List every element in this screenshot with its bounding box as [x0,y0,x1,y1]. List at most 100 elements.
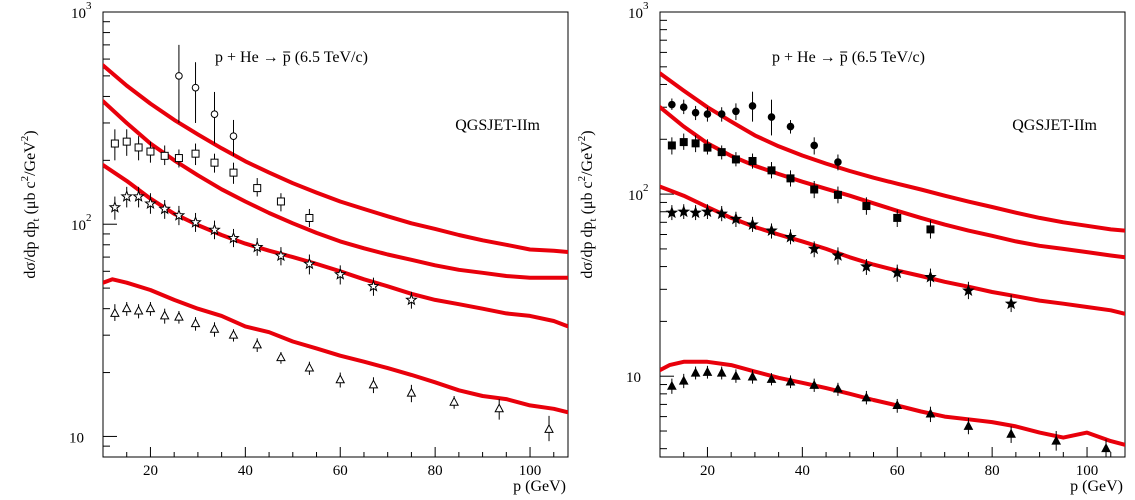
data-point-triangle-filled [892,399,903,410]
reaction-title: p + He → p (6.5 TeV/c) [772,49,925,66]
data-point-square-open [229,168,238,177]
data-point-square-open [305,213,314,222]
x-tick-label: 60 [333,463,348,479]
model-curve-1 [660,71,1125,233]
data-series-3 [108,186,418,309]
data-series-1 [175,44,238,156]
data-series-4 [110,302,554,442]
x-tick-label: 20 [143,463,158,479]
data-point-triangle-filled [716,367,727,377]
data-point-star-filled [765,224,778,236]
data-point-triangle-filled [1101,443,1111,453]
data-point-circle-filled [748,102,757,110]
data-point-triangle-open [133,305,144,315]
data-point-star-open [144,197,157,210]
data-point-square-open [134,143,143,152]
data-point-star-open [303,257,316,270]
y-tick-label: 103 [71,0,92,22]
y-tick-label: 103 [628,0,649,22]
data-point-triangle-filled [963,420,974,430]
data-point-star-filled [729,212,743,225]
data-point-star-filled [890,266,904,279]
model-curve-2 [103,99,568,280]
x-tick-label: 100 [1076,463,1099,479]
data-point-square-open [276,197,285,206]
data-point-circle-filled [703,110,712,118]
data-point-triangle-open [252,339,263,349]
model-label: QGSJET-IIm [1012,117,1097,134]
data-point-triangle-open [110,307,120,317]
data-series-2 [110,129,314,228]
data-point-triangle-filled [690,367,701,377]
data-point-star-open [132,189,145,202]
data-point-circle-filled [786,122,795,131]
data-point-square-filled [703,143,712,152]
data-point-square-open [191,149,200,158]
data-point-square-open [174,154,183,163]
data-point-triangle-open [228,329,239,339]
data-point-star-filled [715,207,728,220]
data-point-star-filled [689,206,702,219]
data-point-square-filled [691,139,700,148]
data-point-square-filled [893,213,902,222]
data-point-square-filled [748,156,757,165]
data-point-square-filled [667,141,676,150]
y-tick-label: 10 [626,370,641,386]
y-axis-label: dσ/dp dpt (μb c2/GeV2) [576,130,599,278]
plot-frame [102,11,569,458]
data-point-circle-open [175,72,183,80]
data-point-square-filled [679,138,688,147]
model-curve-4 [103,277,568,415]
reaction-title: p + He → p (6.5 TeV/c) [215,49,368,66]
data-point-circle-filled [834,158,842,166]
data-point-triangle-open [145,303,156,313]
model-curve-4 [660,359,1125,447]
data-point-triangle-filled [667,380,677,390]
right-panel: 20 40 60 80 100 10 102 103 p (GeV) dσ/dp dpt (μb … [576,0,1126,495]
data-point-star-filled [677,205,691,218]
data-point-triangle-open [209,323,220,333]
data-point-square-open [122,137,131,146]
data-point-star-open [250,240,264,253]
data-point-triangle-open [449,396,459,406]
data-point-triangle-filled [925,408,936,418]
data-point-circle-open [210,110,219,118]
y-tick-label: 102 [628,182,649,204]
model-label: QGSJET-IIm [455,117,540,134]
data-point-square-open [160,151,169,160]
data-point-star-open [367,279,380,292]
data-point-triangle-open [494,403,505,413]
data-point-square-open [110,139,119,148]
y-tick-label: 10 [69,430,84,446]
data-point-triangle-filled [702,366,713,376]
x-tick-label: 100 [519,463,542,479]
data-point-circle-open [229,132,238,140]
model-curve-3 [660,184,1125,316]
data-point-triangle-filled [809,379,820,389]
plot-frame [659,11,1126,458]
x-axis-label: p (GeV) [1070,478,1123,495]
data-point-triangle-open [159,310,170,320]
data-point-triangle-filled [833,383,843,393]
data-point-circle-filled [679,103,688,112]
data-series-2 [667,133,935,239]
data-point-star-filled [701,205,714,218]
data-point-triangle-open [174,311,184,321]
data-point-star-filled [807,242,821,255]
x-tick-label: 20 [700,463,715,479]
data-point-circle-filled [717,110,726,118]
data-point-star-filled [665,206,679,219]
data-point-star-open [208,223,221,236]
data-point-triangle-filled [747,371,758,381]
data-point-triangle-filled [1051,435,1062,445]
model-curve-1 [103,63,568,254]
x-tick-label: 80 [428,463,443,479]
data-point-triangle-open [406,387,417,397]
data-point-star-filled [860,259,873,272]
data-point-star-open [108,200,122,213]
data-point-circle-filled [732,107,740,116]
data-series-4 [667,365,1111,457]
data-point-star-filled [746,217,759,230]
data-point-star-open [405,293,418,306]
data-point-star-filled [1004,297,1018,310]
